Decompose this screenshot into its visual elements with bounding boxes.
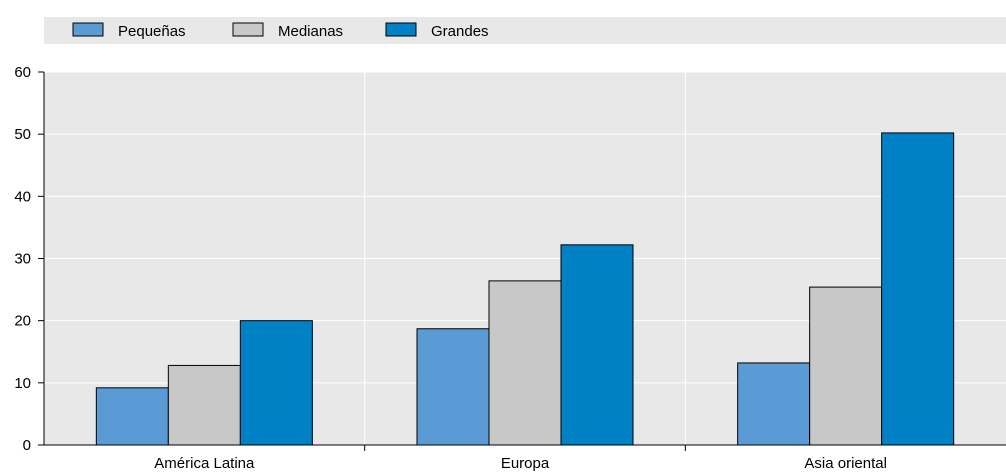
x-tick-label: Europa [501,455,550,472]
legend: Pequeñas Medianas Grandes [72,22,489,40]
y-axis-ticks: 0 10 20 30 40 50 60 [14,64,31,454]
bar-medianas-europa [488,280,562,446]
bar-pequenas-asia-oriental [737,362,811,446]
legend-label-grandes: Grandes [431,23,489,40]
x-tick-label: Asia oriental [804,455,887,472]
legend-background [44,17,1006,44]
bar-grandes-asia-oriental [881,132,955,446]
legend-swatch-medianas [232,22,264,37]
x-axis-ticks: América Latina Europa Asia oriental [154,455,887,472]
y-tick-label: 40 [14,188,31,205]
bar-pequenas-america-latina [95,387,169,446]
bars [95,132,955,446]
bar-grandes-europa [560,244,634,446]
bar-medianas-america-latina [167,364,241,446]
legend-swatch-pequenas [72,22,104,37]
legend-swatch-grandes [385,22,417,37]
legend-label-medianas: Medianas [278,23,343,40]
bar-pequenas-europa [416,328,490,446]
y-tick-label: 10 [14,375,31,392]
x-tick-label: América Latina [154,455,255,472]
y-tick-label: 0 [23,437,31,454]
axes [38,71,1006,451]
y-tick-label: 30 [14,251,31,268]
y-tick-label: 60 [14,64,31,81]
bar-medianas-asia-oriental [809,286,883,446]
bar-grandes-america-latina [239,320,313,446]
legend-label-pequenas: Pequeñas [118,23,186,40]
y-tick-label: 50 [14,126,31,143]
y-tick-label: 20 [14,313,31,330]
